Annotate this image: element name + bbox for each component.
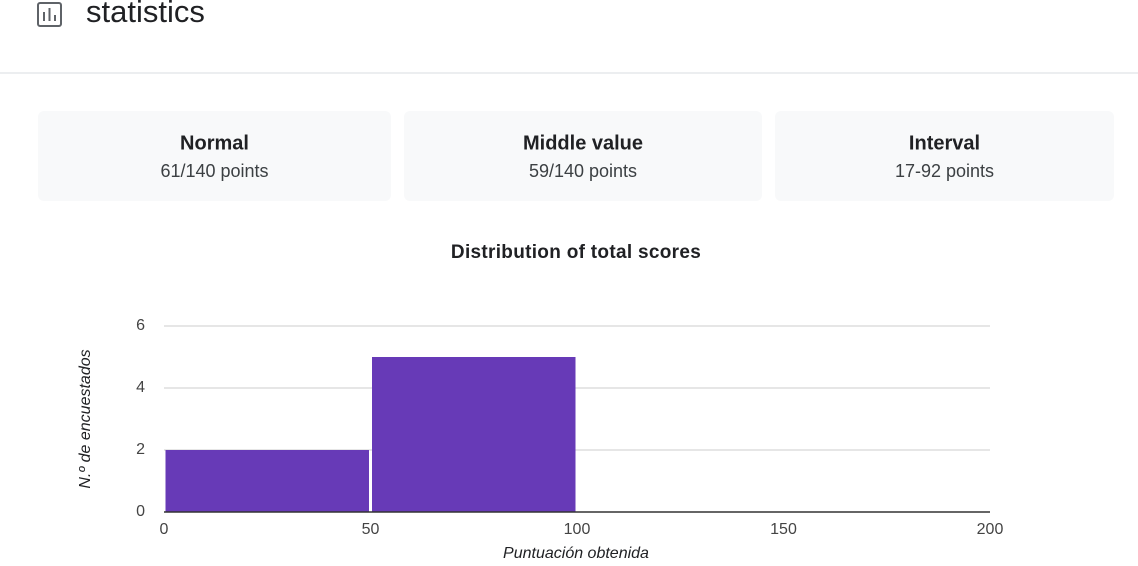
stat-card — [38, 111, 391, 201]
page-title: statistics — [86, 0, 205, 29]
y-axis-label: N.º de encuestados — [77, 349, 94, 488]
x-tick-label: 50 — [362, 521, 380, 538]
stat-label: Interval — [909, 132, 980, 154]
stat-label: Normal — [180, 132, 249, 154]
x-tick-label: 0 — [160, 521, 169, 538]
stat-value: 17-92 points — [895, 161, 994, 181]
stat-card — [775, 111, 1114, 201]
bar — [372, 357, 576, 512]
bar — [165, 450, 369, 512]
y-tick-label: 4 — [136, 379, 145, 396]
stats-icon — [37, 2, 62, 27]
stat-label: Middle value — [523, 132, 643, 154]
stat-card — [404, 111, 762, 201]
chart-title: Distribution of total scores — [451, 242, 701, 263]
y-tick-label: 6 — [136, 317, 145, 334]
x-tick-label: 150 — [770, 521, 797, 538]
y-tick-label: 2 — [136, 441, 145, 458]
stat-value: 61/140 points — [160, 161, 268, 181]
x-axis-label: Puntuación obtenida — [503, 545, 649, 561]
y-tick-label: 0 — [136, 503, 145, 520]
x-tick-label: 200 — [977, 521, 1004, 538]
stat-value: 59/140 points — [529, 161, 637, 181]
x-tick-label: 100 — [564, 521, 591, 538]
